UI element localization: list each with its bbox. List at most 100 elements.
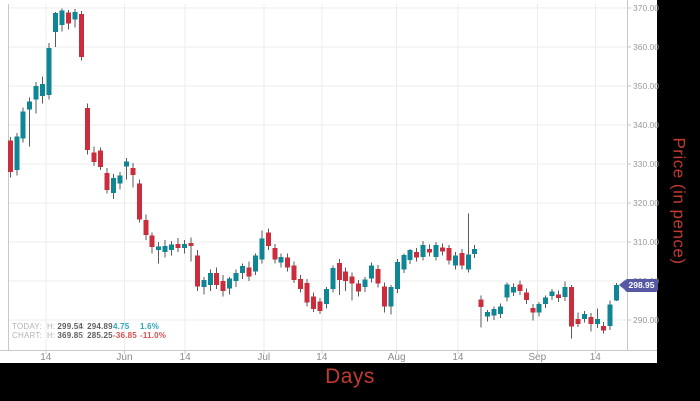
candle[interactable] xyxy=(272,243,278,264)
candle[interactable] xyxy=(465,213,471,273)
candle[interactable] xyxy=(123,158,129,180)
candle[interactable] xyxy=(504,282,510,302)
candle[interactable] xyxy=(478,295,484,328)
candle[interactable] xyxy=(369,262,374,283)
candle[interactable] xyxy=(588,312,594,332)
candle[interactable] xyxy=(343,267,349,291)
candle[interactable] xyxy=(227,277,233,295)
candle[interactable] xyxy=(175,238,181,252)
candle[interactable] xyxy=(498,303,503,319)
candle[interactable] xyxy=(220,275,226,297)
candle[interactable] xyxy=(20,107,26,143)
candle[interactable] xyxy=(375,265,381,288)
candle[interactable] xyxy=(265,228,271,250)
candle[interactable] xyxy=(446,245,452,265)
axis-lines xyxy=(0,0,657,354)
candle[interactable] xyxy=(362,277,368,292)
candle[interactable] xyxy=(594,308,600,328)
candle[interactable] xyxy=(252,253,258,276)
candle[interactable] xyxy=(536,302,542,317)
candle[interactable] xyxy=(323,286,329,309)
candle[interactable] xyxy=(194,249,200,291)
candle[interactable] xyxy=(420,241,426,261)
candle[interactable] xyxy=(33,82,39,114)
candle[interactable] xyxy=(562,281,568,301)
candle[interactable] xyxy=(607,300,613,330)
candle[interactable] xyxy=(149,232,155,254)
candle[interactable] xyxy=(201,277,207,295)
candle[interactable] xyxy=(52,11,58,47)
candle[interactable] xyxy=(59,8,65,32)
candle[interactable] xyxy=(214,267,220,289)
candle[interactable] xyxy=(188,237,194,262)
candle[interactable] xyxy=(614,282,620,301)
candle[interactable] xyxy=(65,9,71,30)
candle[interactable] xyxy=(169,241,175,256)
candle[interactable] xyxy=(581,311,587,323)
candle[interactable] xyxy=(130,163,136,188)
candle[interactable] xyxy=(310,292,316,313)
candle[interactable] xyxy=(240,263,245,280)
candle[interactable] xyxy=(530,304,536,321)
candle[interactable] xyxy=(298,275,304,293)
candle[interactable] xyxy=(304,279,310,307)
candle[interactable] xyxy=(162,240,168,258)
candle[interactable] xyxy=(523,288,529,305)
candle[interactable] xyxy=(401,253,407,274)
candle[interactable] xyxy=(543,295,549,308)
candle[interactable] xyxy=(427,244,433,257)
candle[interactable] xyxy=(549,288,555,301)
plot-area[interactable] xyxy=(0,0,657,363)
candle[interactable] xyxy=(330,265,336,293)
candle[interactable] xyxy=(459,249,465,270)
candle[interactable] xyxy=(111,173,116,200)
candles-layer xyxy=(7,8,620,339)
candle[interactable] xyxy=(439,243,445,256)
candle[interactable] xyxy=(14,132,20,176)
candle[interactable] xyxy=(414,247,420,262)
candle[interactable] xyxy=(7,137,13,178)
candle[interactable] xyxy=(72,8,78,28)
candle[interactable] xyxy=(388,284,394,315)
legend-today-low: L: 294.89 xyxy=(78,322,113,331)
candle[interactable] xyxy=(78,11,84,61)
candle[interactable] xyxy=(433,242,439,261)
candle[interactable] xyxy=(394,259,400,294)
candle[interactable] xyxy=(485,309,491,322)
candle[interactable] xyxy=(98,147,104,170)
candle[interactable] xyxy=(46,43,52,100)
candle[interactable] xyxy=(104,167,110,194)
candle[interactable] xyxy=(117,171,123,190)
candle[interactable] xyxy=(136,179,142,223)
candle[interactable] xyxy=(349,272,355,301)
candle[interactable] xyxy=(291,261,297,283)
candle[interactable] xyxy=(517,280,523,296)
candle[interactable] xyxy=(452,251,458,270)
candle[interactable] xyxy=(356,279,362,297)
candle[interactable] xyxy=(472,245,478,258)
candle[interactable] xyxy=(601,321,607,334)
candle[interactable] xyxy=(246,261,252,282)
candle[interactable] xyxy=(143,214,149,241)
candle[interactable] xyxy=(259,230,265,264)
candle[interactable] xyxy=(285,253,291,272)
candle[interactable] xyxy=(156,242,162,264)
candle[interactable] xyxy=(556,290,562,303)
candle[interactable] xyxy=(27,97,33,147)
candle[interactable] xyxy=(233,269,239,287)
candle[interactable] xyxy=(491,306,497,320)
candle[interactable] xyxy=(207,269,213,291)
candle[interactable] xyxy=(407,249,413,264)
candle[interactable] xyxy=(181,240,187,254)
candle[interactable] xyxy=(381,282,387,313)
current-price-badge: 298.95 xyxy=(619,278,658,292)
candle[interactable] xyxy=(40,76,46,104)
candle[interactable] xyxy=(336,259,342,296)
candle[interactable] xyxy=(568,284,574,339)
candle[interactable] xyxy=(91,146,97,166)
candle[interactable] xyxy=(278,253,284,268)
candle[interactable] xyxy=(575,312,581,328)
candle[interactable] xyxy=(317,298,323,315)
candle[interactable] xyxy=(85,103,91,155)
candle[interactable] xyxy=(510,283,516,297)
